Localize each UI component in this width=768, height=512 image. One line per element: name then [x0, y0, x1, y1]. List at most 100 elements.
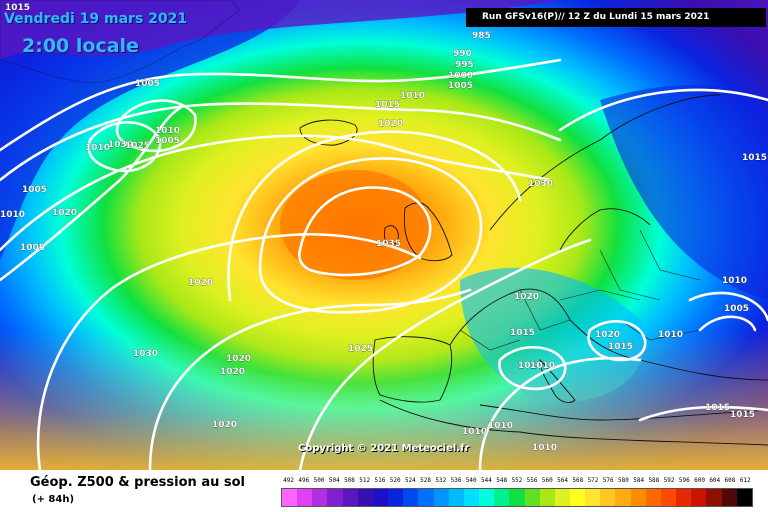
color-scale-label: 544 — [481, 477, 492, 484]
europe-mainland-coast — [449, 288, 768, 421]
italy-coast — [539, 358, 576, 403]
isobar-label: 1020 — [514, 292, 539, 302]
isobar-label: 1005 — [20, 243, 45, 253]
color-scale-label: 508 — [344, 477, 355, 484]
isobar-labels: 1015 985 990 995 1000 1005 1005 1010 101… — [0, 3, 767, 453]
forecast-date: Vendredi 19 mars 2021 — [4, 11, 188, 27]
color-scale-swatch — [539, 489, 555, 506]
isobar-label: 1015 — [5, 3, 30, 13]
color-scale-swatch — [736, 489, 752, 506]
isobar-label: 1020 — [52, 208, 77, 218]
color-scale-swatch — [282, 489, 298, 506]
color-scale-swatch — [721, 489, 737, 506]
isobar-label: 1020 — [595, 330, 620, 340]
color-scale-label: 504 — [328, 477, 340, 484]
color-scale-label: 568 — [572, 477, 584, 484]
color-scale-label: 500 — [313, 477, 325, 484]
color-scale-legend: 492 496 500 504 508 512 516 520 524 528 532 536 540 5… — [281, 477, 753, 507]
color-scale-label: 576 — [602, 477, 614, 484]
isobar-label: 1005 — [448, 81, 473, 91]
color-scale-swatch — [645, 489, 661, 506]
color-scale-label: 492 — [283, 477, 295, 484]
isobar-label: 1015 — [742, 153, 767, 163]
color-scale-swatch — [691, 489, 707, 506]
isobar-label: 1010 — [658, 330, 683, 340]
run-info: Run GFSv16(P)// 12 Z du Lundi 15 mars 20… — [466, 8, 766, 27]
isobar-label: 1020 — [188, 278, 213, 288]
british-isles-coast — [384, 202, 453, 262]
isobar-label: 1010 — [488, 421, 513, 431]
color-scale-label: 596 — [678, 477, 690, 484]
isobar-label: 1015 — [730, 410, 755, 420]
isobar-label: 1035 — [376, 239, 401, 249]
color-scale-label: 564 — [557, 477, 568, 484]
color-scale-label: 512 — [359, 477, 371, 484]
color-scale-swatch — [433, 489, 449, 506]
color-scale-swatch — [615, 489, 631, 506]
isobar-label: 1020 — [378, 119, 403, 129]
color-scale-swatch — [463, 489, 480, 506]
isobar-label: 1010 — [155, 126, 180, 136]
lead-time: (+ 84h) — [32, 494, 75, 505]
isobar-label: 1010 — [532, 443, 557, 453]
color-scale-swatch — [660, 489, 677, 506]
color-scale-swatch — [509, 489, 525, 506]
color-scale-label: 524 — [404, 477, 416, 484]
color-scale-swatch — [585, 489, 601, 506]
color-scale-swatch — [372, 489, 389, 506]
isobar-label: 985 — [472, 31, 491, 41]
northwest-trough — [0, 0, 300, 260]
color-scale-swatch — [676, 489, 692, 506]
north-polar-low — [0, 0, 560, 60]
color-scale-swatch — [569, 489, 586, 506]
iberia-coast — [372, 336, 453, 403]
isobar-label: 1010 — [722, 276, 747, 286]
isobar-label: 1010 — [518, 361, 543, 371]
isobar-label: 1010 — [462, 427, 487, 437]
isobar-label: 1020 — [212, 420, 237, 430]
color-scale-label: 608 — [724, 477, 736, 484]
isobar-label: 1010 — [530, 361, 555, 371]
color-scale-swatch — [494, 489, 510, 506]
color-scale-label: 536 — [450, 477, 462, 484]
isobar-label: 1010 — [400, 91, 425, 101]
isobar-label: 1015 — [510, 328, 535, 338]
color-scale-swatch — [388, 489, 404, 506]
color-scale-label: 600 — [694, 477, 705, 484]
color-scale-swatch — [297, 489, 313, 506]
color-scale-swatch — [403, 489, 419, 506]
isobar-label: 1020 — [220, 367, 245, 377]
color-scale-label: 516 — [374, 477, 386, 484]
isobar-label: 1025 — [125, 141, 150, 151]
color-scale-swatch — [554, 489, 570, 506]
africa-coast — [379, 399, 768, 446]
color-scale-label: 572 — [587, 477, 599, 484]
color-scale-swatch — [342, 489, 358, 506]
color-scale-swatch — [357, 489, 373, 506]
iceland-coast — [299, 119, 358, 146]
color-scale-swatch — [630, 489, 646, 506]
isobars — [0, 58, 768, 470]
color-scale-label: 496 — [298, 477, 310, 484]
color-scale-label: 588 — [648, 477, 660, 484]
isobar-label: 1005 — [22, 185, 47, 195]
greenland-coast — [0, 0, 241, 84]
isobar-label: 1015 — [608, 342, 633, 352]
isobar-label: 1010 — [85, 143, 110, 153]
isobar-label: 1025 — [348, 344, 373, 354]
isobar-label: 1005 — [724, 304, 749, 314]
ridge-core — [280, 170, 430, 280]
color-scale-swatch — [448, 489, 464, 506]
color-scale-label: 540 — [465, 477, 477, 484]
parameter-title: Géop. Z500 & pression au sol — [30, 475, 245, 490]
northeast-trough — [600, 85, 768, 300]
color-scale-label: 556 — [526, 477, 538, 484]
forecast-time: 2:00 locale — [22, 35, 139, 57]
color-scale-label: 548 — [496, 477, 508, 484]
isobar-label: 1010 — [0, 210, 25, 220]
isobar-label: 1020 — [226, 354, 251, 364]
color-scale-label: 532 — [435, 477, 447, 484]
color-scale-label: 552 — [511, 477, 523, 484]
color-scale-label: 584 — [633, 477, 645, 484]
